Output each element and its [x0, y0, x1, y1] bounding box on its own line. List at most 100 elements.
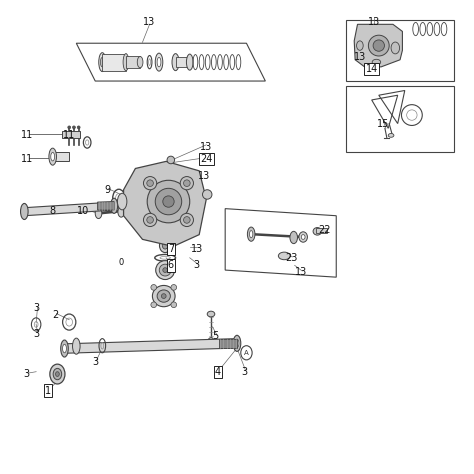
Circle shape [163, 196, 174, 207]
Text: 13: 13 [354, 53, 366, 63]
Ellipse shape [159, 264, 171, 276]
Ellipse shape [161, 294, 166, 299]
Text: 3: 3 [33, 329, 39, 339]
Ellipse shape [391, 42, 400, 54]
Ellipse shape [85, 140, 89, 145]
Ellipse shape [172, 54, 179, 71]
Ellipse shape [209, 337, 213, 341]
Text: 1: 1 [45, 385, 51, 396]
Text: 8: 8 [50, 206, 56, 216]
Ellipse shape [147, 55, 152, 69]
Circle shape [373, 40, 384, 51]
Polygon shape [161, 228, 169, 233]
Ellipse shape [356, 41, 363, 50]
Ellipse shape [235, 339, 239, 347]
Text: 13: 13 [198, 171, 210, 181]
Ellipse shape [83, 137, 91, 148]
Ellipse shape [95, 208, 102, 219]
Text: 4: 4 [215, 367, 221, 377]
Text: 24: 24 [200, 154, 212, 164]
Ellipse shape [162, 242, 168, 249]
Ellipse shape [153, 285, 175, 307]
Ellipse shape [388, 134, 394, 137]
Polygon shape [126, 56, 140, 68]
Text: 11: 11 [20, 154, 33, 164]
Circle shape [368, 35, 389, 56]
Ellipse shape [290, 231, 298, 244]
Ellipse shape [299, 232, 308, 242]
Ellipse shape [167, 156, 174, 164]
Polygon shape [317, 228, 327, 233]
Circle shape [155, 188, 182, 215]
Circle shape [171, 284, 177, 290]
Circle shape [144, 213, 157, 227]
Circle shape [147, 180, 154, 186]
Ellipse shape [63, 344, 66, 353]
Ellipse shape [207, 311, 215, 317]
Polygon shape [98, 201, 114, 210]
Text: 10: 10 [77, 206, 90, 216]
Ellipse shape [156, 261, 174, 280]
Text: 7: 7 [168, 244, 174, 254]
Circle shape [147, 180, 190, 223]
Circle shape [180, 176, 193, 190]
Text: 3: 3 [24, 369, 30, 379]
Text: 0: 0 [118, 258, 124, 267]
Text: 3: 3 [92, 357, 98, 367]
Ellipse shape [159, 238, 171, 253]
Ellipse shape [118, 193, 127, 210]
Polygon shape [354, 24, 402, 67]
Ellipse shape [20, 203, 28, 219]
Ellipse shape [241, 346, 252, 360]
Polygon shape [62, 131, 80, 138]
Text: 13: 13 [144, 17, 155, 27]
Ellipse shape [202, 190, 212, 199]
Ellipse shape [149, 59, 151, 65]
Ellipse shape [123, 54, 129, 71]
Ellipse shape [49, 148, 56, 165]
Ellipse shape [73, 126, 75, 129]
Ellipse shape [50, 364, 65, 384]
Text: 13: 13 [295, 267, 307, 277]
Circle shape [144, 176, 157, 190]
Text: 13: 13 [200, 142, 212, 152]
Text: 3: 3 [33, 303, 39, 313]
Text: 11: 11 [20, 130, 33, 140]
Text: 14: 14 [365, 64, 378, 74]
Polygon shape [102, 54, 126, 71]
Ellipse shape [372, 59, 381, 65]
Ellipse shape [186, 54, 193, 70]
Ellipse shape [99, 53, 106, 72]
Polygon shape [24, 202, 114, 216]
Polygon shape [64, 338, 237, 353]
Ellipse shape [73, 338, 80, 354]
Circle shape [147, 217, 154, 223]
Ellipse shape [162, 228, 168, 233]
Circle shape [183, 180, 190, 186]
Polygon shape [53, 152, 69, 161]
Ellipse shape [68, 126, 71, 129]
Ellipse shape [55, 372, 59, 376]
Ellipse shape [137, 56, 143, 68]
Text: 6: 6 [168, 260, 174, 270]
Circle shape [183, 217, 190, 223]
Text: 5: 5 [213, 331, 219, 341]
Text: 3: 3 [194, 260, 200, 270]
Text: 9: 9 [104, 185, 110, 195]
Circle shape [180, 213, 193, 227]
Ellipse shape [249, 231, 253, 237]
Text: 23: 23 [285, 253, 298, 263]
Ellipse shape [155, 53, 163, 71]
Text: 3: 3 [241, 367, 247, 377]
Circle shape [171, 302, 177, 308]
Ellipse shape [110, 198, 118, 213]
Ellipse shape [51, 153, 55, 161]
Ellipse shape [301, 235, 305, 239]
Circle shape [151, 284, 156, 290]
Ellipse shape [77, 126, 80, 129]
Polygon shape [175, 57, 190, 67]
Ellipse shape [278, 252, 290, 260]
Circle shape [151, 302, 156, 308]
Text: 15: 15 [377, 118, 390, 128]
Ellipse shape [118, 207, 125, 217]
